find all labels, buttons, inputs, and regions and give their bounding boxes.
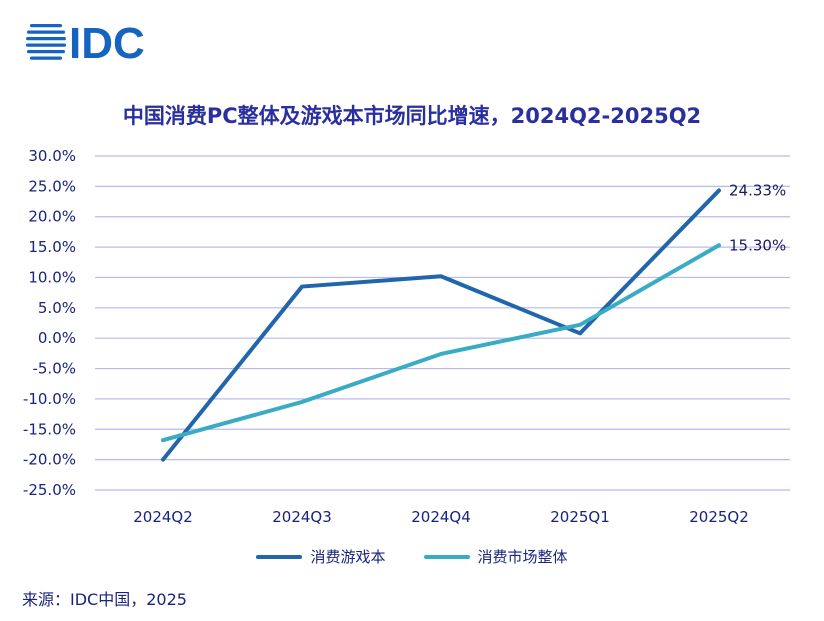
- y-tick-label: 30.0%: [28, 147, 76, 165]
- y-axis-ticks: 30.0% 25.0% 20.0% 15.0% 10.0% 5.0% 0.0% -5.0% -1…: [23, 147, 76, 499]
- data-labels: 24.33% 15.30%: [729, 181, 786, 254]
- legend-label: 消费市场整体: [477, 548, 568, 566]
- legend: 消费游戏本 消费市场整体: [0, 546, 824, 567]
- x-tick-label: 2025Q2: [689, 508, 749, 526]
- x-axis-ticks: 2024Q2 2024Q3 2024Q4 2025Q1 2025Q2: [133, 508, 749, 526]
- source-note: 来源：IDC中国，2025: [22, 590, 187, 609]
- end-value-label: 24.33%: [729, 181, 786, 199]
- gridlines: [95, 155, 790, 491]
- x-tick-label: 2024Q3: [272, 508, 332, 526]
- legend-label: 消费游戏本: [310, 548, 386, 566]
- x-tick-label: 2025Q1: [550, 508, 610, 526]
- y-tick-label: 5.0%: [38, 299, 76, 317]
- y-tick-label: -10.0%: [23, 390, 76, 408]
- legend-item: 消费市场整体: [423, 546, 568, 567]
- globe-icon: [26, 24, 66, 60]
- legend-swatch: [423, 554, 470, 559]
- y-tick-label: -25.0%: [23, 481, 76, 499]
- end-value-label: 15.30%: [729, 236, 786, 254]
- y-tick-label: -15.0%: [23, 420, 76, 438]
- y-tick-label: 10.0%: [28, 268, 76, 286]
- legend-item: 消费游戏本: [256, 546, 386, 567]
- y-tick-label: 15.0%: [28, 238, 76, 256]
- x-tick-label: 2024Q4: [411, 508, 471, 526]
- line-chart: 30.0% 25.0% 20.0% 15.0% 10.0% 5.0% 0.0% -5.0% -1…: [23, 147, 790, 526]
- logo-text: IDC: [69, 19, 145, 64]
- y-tick-label: 25.0%: [28, 177, 76, 195]
- chart-title: 中国消费PC整体及游戏本市场同比增速，2024Q2-2025Q2: [122, 104, 702, 128]
- series-lines: [161, 188, 721, 462]
- y-tick-label: -20.0%: [23, 451, 76, 469]
- legend-swatch: [256, 554, 303, 559]
- y-tick-label: -5.0%: [32, 360, 76, 378]
- x-tick-label: 2024Q2: [133, 508, 193, 526]
- y-tick-label: 0.0%: [38, 329, 76, 347]
- idc-logo: IDC: [26, 18, 166, 68]
- y-tick-label: 20.0%: [28, 208, 76, 226]
